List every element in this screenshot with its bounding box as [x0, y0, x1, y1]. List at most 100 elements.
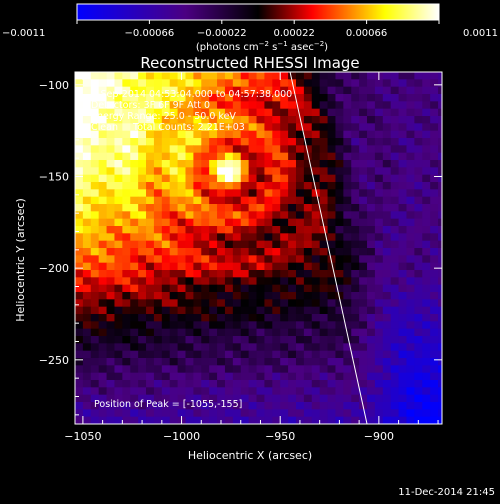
heatmap-cell [169, 226, 178, 234]
heatmap-cell [256, 365, 265, 374]
heatmap-cell [169, 138, 178, 146]
heatmap-cell [153, 160, 163, 168]
heatmap-cell [193, 328, 202, 337]
heatmap-cell [288, 167, 297, 176]
heatmap-cell [414, 343, 423, 352]
heatmap-cell [438, 262, 442, 271]
heatmap-cell [130, 314, 139, 322]
heatmap-cell [319, 262, 328, 271]
heatmap-cell [177, 204, 186, 212]
heatmap-cell [359, 130, 368, 139]
heatmap-cell [398, 336, 407, 344]
heatmap-cell [146, 255, 155, 264]
heatmap-cell [438, 284, 442, 293]
heatmap-cell [90, 182, 100, 190]
heatmap-cell [82, 409, 92, 418]
heatmap-cell [406, 314, 415, 322]
heatmap-cell [209, 218, 218, 227]
heatmap-cell [430, 365, 439, 374]
heatmap-cell [114, 123, 123, 132]
heatmap-cell [130, 255, 139, 264]
heatmap-cell [217, 196, 226, 205]
heatmap-cell [256, 372, 265, 381]
heatmap-cell [153, 167, 163, 176]
heatmap-cell [295, 72, 305, 80]
heatmap-cell [232, 138, 242, 146]
heatmap-cell [438, 204, 442, 212]
heatmap-cell [382, 284, 392, 293]
heatmap-cell [193, 196, 202, 205]
heatmap-cell [280, 226, 289, 234]
heatmap-cell [382, 358, 392, 366]
x-tick-label: −900 [364, 430, 394, 443]
heatmap-cell [256, 226, 265, 234]
heatmap-cell [374, 182, 384, 190]
heatmap-cell [75, 314, 84, 322]
heatmap-cell [398, 211, 407, 220]
heatmap-cell [146, 116, 155, 124]
heatmap-cell [240, 292, 250, 300]
heatmap-cell [280, 248, 289, 256]
heatmap-cell [209, 270, 218, 278]
heatmap-cell [280, 299, 289, 308]
heatmap-cell [146, 270, 155, 278]
heatmap-cell [390, 86, 399, 95]
heatmap-cell [430, 314, 439, 322]
heatmap-cell [75, 145, 84, 154]
heatmap-cell [106, 116, 115, 124]
heatmap-cell [114, 233, 123, 242]
heatmap-cell [161, 182, 171, 190]
heatmap-cell [351, 380, 360, 388]
heatmap-cell [201, 174, 210, 183]
heatmap-cell [430, 255, 439, 264]
heatmap-cell [311, 152, 321, 161]
heatmap-cell [114, 372, 123, 381]
heatmap-cell [185, 402, 194, 410]
heatmap-cell [438, 226, 442, 234]
heatmap-cell [146, 358, 155, 366]
heatmap-cell [106, 394, 115, 403]
heatmap-cell [422, 336, 431, 344]
heatmap-cell [288, 196, 297, 205]
heatmap-cell [224, 196, 234, 205]
heatmap-cell [217, 262, 226, 271]
heatmap-cell [193, 152, 202, 161]
heatmap-cell [75, 123, 84, 132]
heatmap-cell [248, 196, 257, 205]
heatmap-cell [209, 277, 218, 286]
heatmap-cell [303, 343, 313, 352]
heatmap-cell [248, 416, 257, 424]
heatmap-cell [153, 416, 163, 424]
heatmap-cell [280, 350, 289, 359]
heatmap-cell [406, 145, 415, 154]
heatmap-cell [240, 72, 250, 80]
heatmap-cell [185, 292, 194, 300]
heatmap-cell [327, 284, 336, 293]
heatmap-cell [224, 380, 234, 388]
heatmap-cell [193, 72, 202, 80]
heatmap-cell [248, 94, 257, 102]
heatmap-cell [438, 387, 442, 396]
heatmap-cell [295, 211, 305, 220]
heatmap-cell [288, 306, 297, 315]
heatmap-cell [217, 284, 226, 293]
heatmap-cell [414, 174, 423, 183]
heatmap-cell [351, 123, 360, 132]
heatmap-cell [256, 204, 265, 212]
heatmap-cell [153, 174, 163, 183]
heatmap-cell [185, 211, 194, 220]
heatmap-cell [303, 270, 313, 278]
heatmap-cell [343, 86, 352, 95]
heatmap-cell [114, 350, 123, 359]
heatmap-cell [169, 350, 178, 359]
heatmap-cell [217, 233, 226, 242]
heatmap-cell [430, 130, 439, 139]
heatmap-cell [390, 409, 399, 418]
heatmap-cell [130, 277, 139, 286]
heatmap-cell [90, 233, 100, 242]
heatmap-cell [138, 108, 147, 117]
heatmap-cell [295, 152, 305, 161]
heatmap-cell [414, 204, 423, 212]
heatmap-cell [122, 416, 131, 424]
